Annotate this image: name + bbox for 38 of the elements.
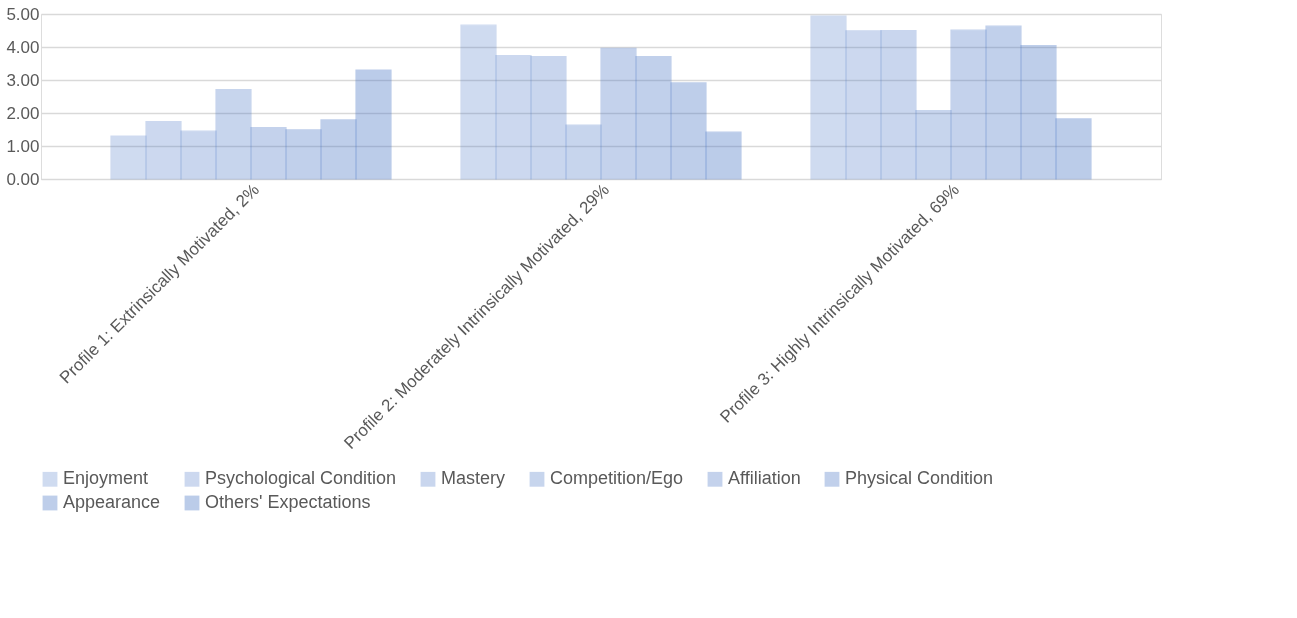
y-tick-label: 2.00 [6,103,40,123]
bar [355,69,392,180]
bar [880,29,917,180]
bar [1020,45,1057,180]
bar [635,55,672,180]
bar [320,119,357,180]
y-tick-label: 3.00 [6,70,40,90]
bar [670,82,707,180]
bar [110,135,147,180]
bar [600,47,637,180]
bar [705,131,742,180]
legend-label: Appearance [63,492,161,512]
bar [250,126,287,180]
legend-label: Competition/Ego [550,468,684,489]
legend-label: Affiliation [728,468,801,489]
legend-label: Enjoyment [63,468,149,489]
bar [810,15,847,180]
bar [180,130,217,180]
bar [460,24,497,180]
bar [530,55,567,180]
bar [1055,118,1092,180]
bar [495,54,532,180]
bar [215,88,252,180]
bar [565,124,602,180]
y-tick-label: 0.00 [6,169,40,189]
y-tick-label: 4.00 [6,37,40,57]
legend-label: Psychological Condition [205,468,397,489]
y-tick-label: 5.00 [6,4,40,24]
y-tick-label: 1.00 [6,136,40,156]
bar [145,120,182,180]
legend-label: Mastery [441,468,506,489]
bar [845,30,882,180]
bar [915,110,952,180]
bar [285,129,322,180]
legend-label: Physical Condition [845,468,994,489]
bar [985,25,1022,180]
bar [950,29,987,180]
legend-label: Others' Expectations [205,492,371,512]
